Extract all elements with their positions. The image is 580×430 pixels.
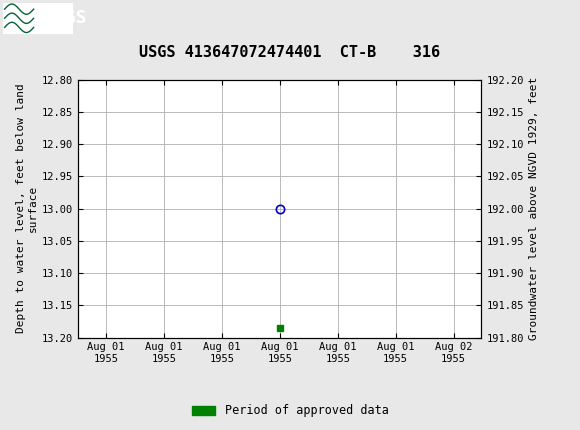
Legend: Period of approved data: Period of approved data	[187, 399, 393, 422]
FancyBboxPatch shape	[3, 3, 72, 34]
Text: USGS 413647072474401  CT-B    316: USGS 413647072474401 CT-B 316	[139, 45, 441, 60]
Y-axis label: Groundwater level above NGVD 1929, feet: Groundwater level above NGVD 1929, feet	[530, 77, 539, 340]
Text: USGS: USGS	[44, 9, 87, 27]
Y-axis label: Depth to water level, feet below land
surface: Depth to water level, feet below land su…	[16, 84, 38, 333]
